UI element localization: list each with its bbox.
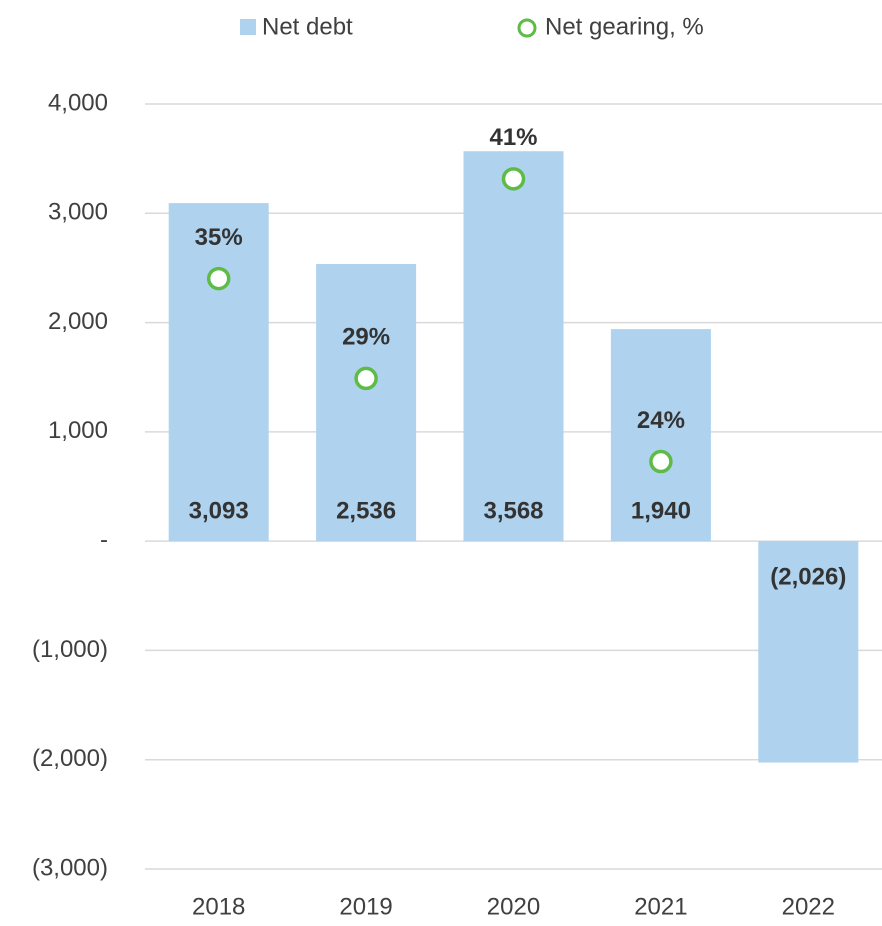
y-tick-label: (2,000): [32, 745, 108, 772]
y-tick-label: -: [100, 526, 108, 553]
y-tick-label: (3,000): [32, 854, 108, 881]
y-tick-label: 1,000: [48, 417, 108, 444]
data-label: 35%: [195, 224, 243, 251]
marker: [354, 366, 378, 391]
data-label: 2,536: [336, 497, 396, 524]
y-tick-label: 2,000: [48, 308, 108, 335]
data-label: 29%: [342, 324, 390, 351]
data-label: 3,093: [189, 497, 249, 524]
x-tick-label: 2020: [487, 893, 540, 920]
x-tick-label: 2018: [192, 893, 245, 920]
data-label: 24%: [637, 407, 685, 434]
legend-label: Net gearing, %: [545, 13, 704, 40]
bar: [316, 263, 417, 542]
legend-swatch: [517, 18, 537, 38]
y-tick-label: (1,000): [32, 636, 108, 663]
y-tick-label: 3,000: [48, 199, 108, 226]
x-tick-label: 2019: [339, 893, 392, 920]
bar: [168, 203, 269, 542]
data-label: (2,026): [770, 563, 846, 590]
bar: [610, 329, 711, 542]
x-tick-label: 2021: [634, 893, 687, 920]
bar: [758, 541, 859, 763]
data-label: 41%: [489, 124, 537, 151]
data-label: 3,568: [483, 497, 543, 524]
y-tick-label: 4,000: [48, 89, 108, 116]
bar: [463, 151, 564, 542]
marker: [649, 449, 673, 474]
data-label: 1,940: [631, 497, 691, 524]
legend-label: Net debt: [262, 13, 353, 40]
marker: [206, 266, 231, 291]
legend-swatch: [240, 19, 256, 35]
marker: [501, 167, 526, 191]
x-tick-label: 2022: [782, 893, 835, 920]
